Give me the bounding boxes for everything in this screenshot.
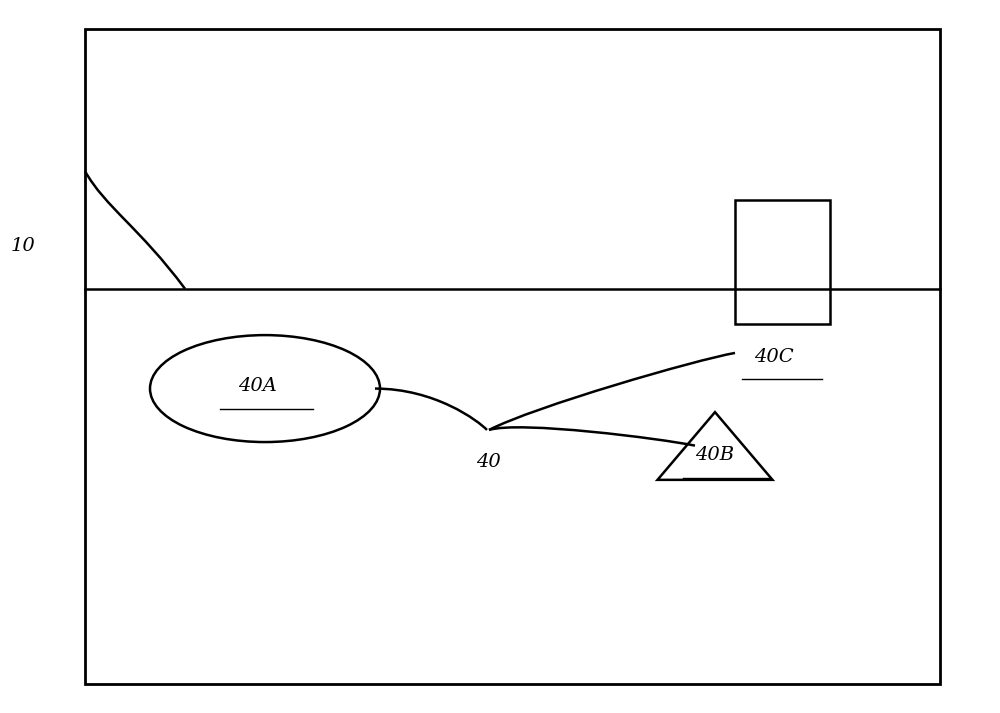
Text: 40: 40	[476, 453, 500, 471]
Text: 40C: 40C	[754, 347, 794, 366]
Text: 40A: 40A	[239, 377, 277, 396]
Bar	[85, 29, 940, 684]
Bar	[735, 200, 830, 324]
Text: 40B: 40B	[695, 446, 735, 464]
Text: 10: 10	[10, 237, 35, 255]
